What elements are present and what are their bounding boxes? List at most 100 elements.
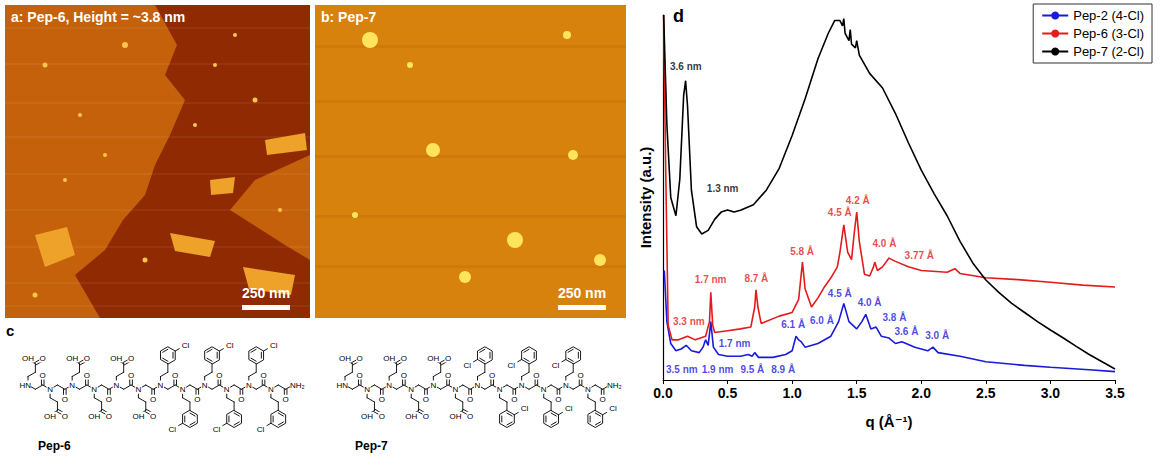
svg-text:8.9 Å: 8.9 Å xyxy=(771,363,795,375)
svg-text:O: O xyxy=(172,371,178,380)
svg-text:Cl: Cl xyxy=(609,404,617,413)
svg-text:Cl: Cl xyxy=(257,425,265,434)
svg-text:N: N xyxy=(453,385,459,394)
svg-text:O: O xyxy=(357,354,363,363)
svg-text:OH: OH xyxy=(449,412,461,421)
svg-text:3.77 Å: 3.77 Å xyxy=(905,249,934,261)
svg-text:HN: HN xyxy=(19,381,31,390)
svg-text:6.1 Å: 6.1 Å xyxy=(781,318,805,330)
svg-text:0.0: 0.0 xyxy=(653,385,673,401)
svg-text:Pep-6 (3-Cl): Pep-6 (3-Cl) xyxy=(1073,26,1144,41)
svg-text:250 nm: 250 nm xyxy=(558,285,606,301)
svg-text:O: O xyxy=(533,371,539,380)
svg-text:Cl: Cl xyxy=(508,361,516,370)
svg-text:O: O xyxy=(260,371,266,380)
svg-text:O: O xyxy=(379,395,385,404)
svg-text:N: N xyxy=(585,385,591,394)
svg-text:O: O xyxy=(283,395,289,404)
svg-text:O: O xyxy=(128,371,134,380)
svg-text:O: O xyxy=(106,412,112,421)
svg-text:O: O xyxy=(150,395,156,404)
svg-text:3.8 Å: 3.8 Å xyxy=(882,311,906,323)
svg-text:N: N xyxy=(386,381,392,390)
svg-text:N: N xyxy=(136,385,142,394)
svg-text:O: O xyxy=(62,412,68,421)
svg-text:O: O xyxy=(40,354,46,363)
svg-text:O: O xyxy=(150,412,156,421)
svg-text:N: N xyxy=(113,381,119,390)
svg-text:OH: OH xyxy=(383,354,395,363)
svg-text:Pep-2 (4-Cl): Pep-2 (4-Cl) xyxy=(1073,8,1144,23)
svg-text:4.5 Å: 4.5 Å xyxy=(828,206,852,218)
svg-text:8.7 Å: 8.7 Å xyxy=(744,272,768,284)
svg-text:c: c xyxy=(6,322,14,339)
svg-text:O: O xyxy=(238,395,244,404)
svg-text:Cl: Cl xyxy=(270,341,278,350)
svg-text:Intensity (a.u.): Intensity (a.u.) xyxy=(637,147,654,249)
svg-text:O: O xyxy=(423,412,429,421)
svg-text:O: O xyxy=(40,371,46,380)
svg-text:N: N xyxy=(47,385,53,394)
svg-text:O: O xyxy=(577,371,583,380)
svg-text:N: N xyxy=(91,385,97,394)
svg-text:N: N xyxy=(408,385,414,394)
svg-text:O: O xyxy=(194,395,200,404)
svg-text:O: O xyxy=(423,395,429,404)
svg-text:OH: OH xyxy=(427,354,439,363)
svg-text:OH: OH xyxy=(339,354,351,363)
svg-text:N: N xyxy=(158,381,164,390)
svg-text:a: Pep-6, Height = ~3.8 nm: a: Pep-6, Height = ~3.8 nm xyxy=(11,9,185,25)
svg-text:O: O xyxy=(445,371,451,380)
svg-text:O: O xyxy=(401,371,407,380)
svg-text:Cl: Cl xyxy=(168,425,176,434)
svg-text:N: N xyxy=(541,385,547,394)
svg-text:NH₂: NH₂ xyxy=(290,381,305,390)
svg-text:OH: OH xyxy=(361,412,373,421)
svg-text:O: O xyxy=(379,412,385,421)
svg-text:O: O xyxy=(467,412,473,421)
svg-text:N: N xyxy=(69,381,75,390)
svg-text:Pep-7 (2-Cl): Pep-7 (2-Cl) xyxy=(1073,44,1144,59)
svg-text:N: N xyxy=(430,381,436,390)
svg-text:O: O xyxy=(106,395,112,404)
svg-text:1.5: 1.5 xyxy=(847,385,867,401)
svg-text:3.5 nm: 3.5 nm xyxy=(666,364,698,375)
svg-text:O: O xyxy=(511,395,517,404)
svg-text:O: O xyxy=(467,395,473,404)
svg-text:N: N xyxy=(202,381,208,390)
svg-text:2.5: 2.5 xyxy=(976,385,996,401)
svg-text:3.0: 3.0 xyxy=(1041,385,1061,401)
svg-text:3.6 Å: 3.6 Å xyxy=(894,325,918,337)
svg-text:OH: OH xyxy=(44,412,56,421)
svg-text:OH: OH xyxy=(88,412,100,421)
svg-text:1.7 nm: 1.7 nm xyxy=(719,338,751,349)
svg-text:OH: OH xyxy=(110,354,122,363)
svg-text:HN: HN xyxy=(336,381,348,390)
svg-text:OH: OH xyxy=(22,354,34,363)
svg-text:0.5: 0.5 xyxy=(718,385,738,401)
svg-text:N: N xyxy=(246,381,252,390)
svg-text:Cl: Cl xyxy=(463,361,471,370)
svg-text:Pep-6: Pep-6 xyxy=(38,439,71,453)
svg-text:O: O xyxy=(62,395,68,404)
svg-text:6.0 Å: 6.0 Å xyxy=(810,314,834,326)
svg-text:NH₂: NH₂ xyxy=(607,381,622,390)
svg-text:Cl: Cl xyxy=(213,425,221,434)
svg-text:N: N xyxy=(224,385,230,394)
svg-text:O: O xyxy=(128,354,134,363)
svg-text:Cl: Cl xyxy=(521,404,529,413)
svg-text:Cl: Cl xyxy=(182,341,190,350)
svg-text:Cl: Cl xyxy=(565,404,573,413)
svg-text:Cl: Cl xyxy=(226,341,234,350)
svg-text:OH: OH xyxy=(405,412,417,421)
svg-text:9.5 Å: 9.5 Å xyxy=(740,363,764,375)
svg-text:OH: OH xyxy=(132,412,144,421)
svg-text:Cl: Cl xyxy=(552,361,560,370)
svg-text:N: N xyxy=(268,385,274,394)
svg-text:4.5 Å: 4.5 Å xyxy=(828,287,852,299)
svg-text:N: N xyxy=(475,381,481,390)
svg-text:O: O xyxy=(84,354,90,363)
svg-text:4.0 Å: 4.0 Å xyxy=(858,296,882,308)
svg-text:1.0: 1.0 xyxy=(782,385,802,401)
svg-text:2.0: 2.0 xyxy=(912,385,932,401)
